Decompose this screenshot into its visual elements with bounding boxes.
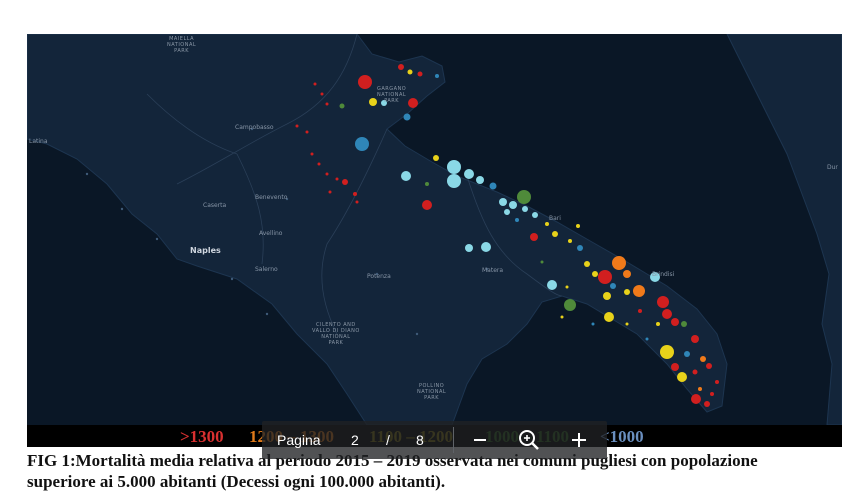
minus-icon [474, 439, 486, 441]
pager-divider [453, 427, 454, 453]
data-points [295, 64, 719, 407]
town-dots [85, 127, 489, 336]
label-pollino-park: POLLINO NATIONAL PARK [417, 383, 447, 401]
current-page-input[interactable]: 2 [351, 432, 359, 448]
page-label: Pagina [277, 432, 321, 448]
mortality-map: MAIELLA NATIONAL PARK GARGANO NATIONAL P… [27, 34, 842, 425]
city-benevento: Benevento [255, 194, 288, 201]
page-scrollbar[interactable] [842, 34, 853, 493]
plus-icon [572, 433, 586, 447]
city-caserta: Caserta [203, 202, 227, 209]
zoom-magnifier-icon [519, 430, 539, 450]
city-dur: Dur [827, 164, 838, 171]
land-italy [27, 34, 728, 425]
label-majella-park: MAIELLA NATIONAL PARK [167, 36, 197, 54]
pdf-pager-toolbar: Pagina 2 / 8 [262, 421, 607, 459]
legend-item-under-1000: <1000 [600, 427, 644, 446]
city-avellino: Avellino [259, 230, 283, 237]
map-canvas [27, 34, 842, 425]
label-gargano-park: GARGANO NATIONAL PARK [377, 86, 407, 104]
city-potenza: Potenza [367, 273, 391, 280]
zoom-out-button[interactable] [466, 426, 494, 454]
city-campobasso: Campobasso [235, 124, 274, 131]
page-separator: / [386, 432, 390, 448]
region-borders [146, 34, 563, 335]
label-cilento-park: CILENTO AND VALLO DI DIANO NATIONAL PARK [312, 322, 360, 346]
city-naples: Naples [190, 246, 221, 255]
city-latina: Latina [29, 138, 48, 145]
zoom-in-button[interactable] [565, 426, 593, 454]
city-salerno: Salerno [255, 266, 278, 273]
city-brindisi: Brindisi [652, 271, 675, 278]
zoom-fit-button[interactable] [515, 426, 543, 454]
page-top-area [0, 0, 853, 34]
city-matera: Matera [482, 267, 504, 274]
legend-item-over-1300: >1300 [180, 427, 224, 446]
land-balkans [726, 34, 842, 425]
total-pages: 8 [416, 432, 424, 448]
city-bari: Bari [549, 215, 561, 222]
